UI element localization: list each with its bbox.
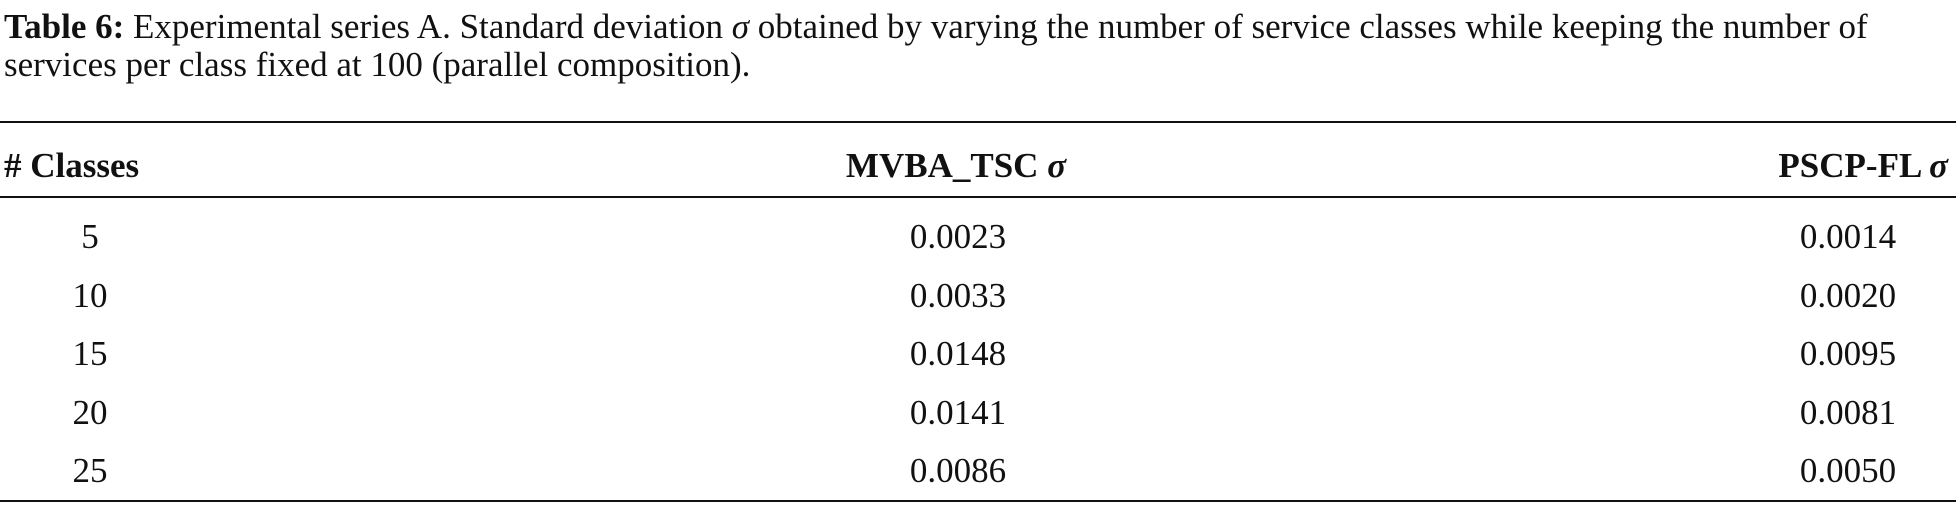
- table-cell: 15: [72, 334, 108, 373]
- table-cell: 0.0050: [1799, 451, 1897, 490]
- table-cell: 0.0020: [1799, 276, 1897, 315]
- table-cell: 0.0081: [1799, 393, 1897, 432]
- column-header: PSCP-FL σ: [1778, 146, 1948, 186]
- header-text: PSCP-FL: [1778, 146, 1921, 185]
- table-cell: 0.0148: [909, 334, 1007, 373]
- header-symbol: σ: [1047, 146, 1067, 185]
- caption-text: obtained by varying the number of servic…: [4, 7, 1868, 84]
- table-cell: 0.0086: [909, 451, 1007, 490]
- table-cell: 10: [72, 276, 108, 315]
- header-symbol: σ: [1929, 146, 1948, 185]
- top-rule: [0, 121, 1956, 123]
- table-cell: 25: [72, 451, 108, 490]
- column-header: MVBA_TSC σ: [846, 146, 1066, 186]
- table-cell: 0.0095: [1799, 334, 1897, 373]
- table-cell: 5: [81, 217, 99, 256]
- header-text: MVBA_TSC: [845, 146, 1039, 185]
- table-cell: 0.0023: [909, 217, 1007, 256]
- table-cell: 20: [72, 393, 108, 432]
- table-cell: 0.0014: [1799, 217, 1897, 256]
- table-cell: 0.0141: [909, 393, 1007, 432]
- header-text: # Classes: [4, 146, 140, 185]
- table-caption: Table 6: Experimental series A. Standard…: [4, 8, 1949, 84]
- caption-symbol: σ: [731, 7, 750, 46]
- bottom-rule: [0, 500, 1956, 502]
- caption-label: Table 6:: [4, 7, 125, 46]
- column-header: # Classes: [4, 146, 139, 186]
- caption-text: Experimental series A. Standard deviatio…: [133, 7, 723, 46]
- mid-rule: [0, 196, 1956, 198]
- table-cell: 0.0033: [909, 276, 1007, 315]
